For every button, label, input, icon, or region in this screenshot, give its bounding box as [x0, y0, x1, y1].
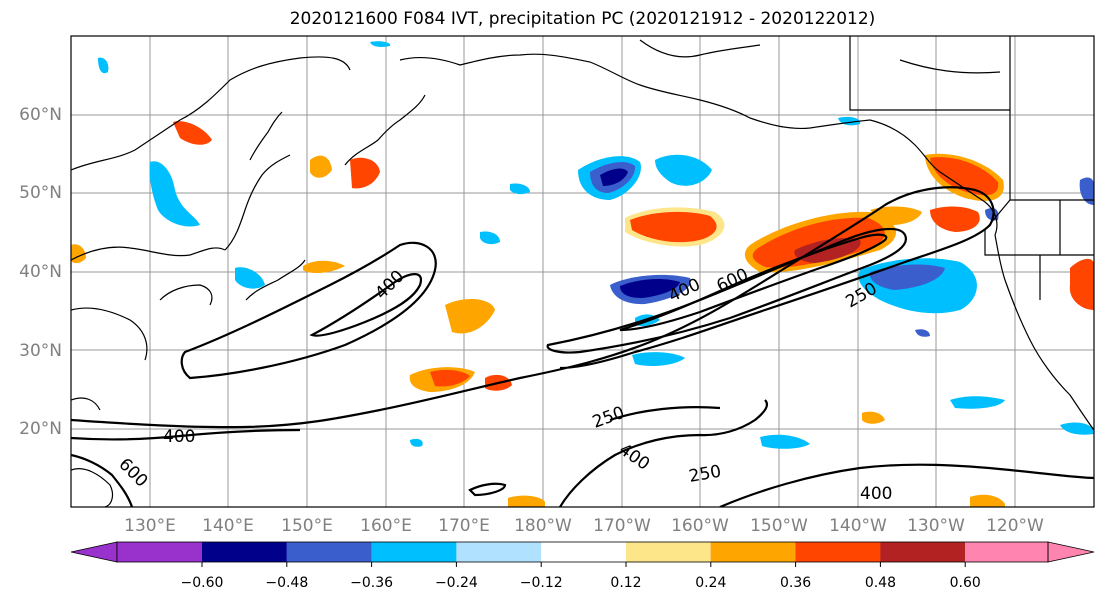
lat-label: 20°N [19, 419, 62, 439]
colorbar-segment [965, 542, 1048, 562]
colorbar-tick-label: 0.12 [610, 575, 641, 591]
colorbar-segment [117, 542, 202, 562]
lon-label: 130°W [907, 516, 965, 536]
colorbar-tick-label: −0.12 [520, 575, 563, 591]
lat-label: 30°N [19, 341, 62, 361]
colorbar-tick-label: 0.36 [780, 575, 811, 591]
gridlines [71, 36, 1094, 507]
lon-label: 170°E [438, 516, 490, 536]
colorbar-segment [456, 542, 542, 562]
precip-negative-patches [98, 41, 1094, 449]
coastlines [71, 36, 1094, 507]
lon-label: 120°W [986, 516, 1044, 536]
latitude-labels: 60°N 50°N 40°N 30°N 20°N [19, 105, 62, 439]
colorbar-segment [710, 542, 796, 562]
longitude-labels: 130°E 140°E 150°E 160°E 170°E 180°W 170°W 160°W… [124, 516, 1044, 536]
lon-label: 160°E [360, 516, 412, 536]
lon-label: 160°W [671, 516, 729, 536]
lon-label: 150°E [281, 516, 333, 536]
lon-label: 130°E [124, 516, 176, 536]
map-title: 2020121600 F084 IVT, precipitation PC (2… [289, 9, 876, 29]
contour-label: 400 [860, 484, 892, 504]
colorbar-extend-low [70, 541, 118, 563]
lat-label: 50°N [19, 183, 62, 203]
map-frame [70, 35, 1095, 508]
colorbar: −0.60 −0.48 −0.36 −0.24 −0.12 0.12 0.24 0.36 0.4… [70, 541, 1095, 591]
colorbar-tick-label: 0.48 [865, 575, 896, 591]
contour-label: 400 [163, 427, 195, 447]
colorbar-tick-label: 0.24 [695, 575, 726, 591]
lat-label: 60°N [19, 105, 62, 125]
colorbar-segment [795, 542, 881, 562]
lon-label: 170°W [593, 516, 651, 536]
lon-label: 180°W [514, 516, 572, 536]
colorbar-tick-label: 0.60 [950, 575, 981, 591]
colorbar-outline [116, 541, 1049, 563]
lat-label: 40°N [19, 262, 62, 282]
colorbar-tick-label: −0.24 [435, 575, 478, 591]
ivt-contours [71, 186, 1094, 507]
lon-label: 150°W [750, 516, 808, 536]
colorbar-segment [626, 542, 711, 562]
lon-label: 140°E [202, 516, 254, 536]
colorbar-tick-label: −0.60 [181, 575, 224, 591]
colorbar-segment [202, 542, 287, 562]
lon-label: 140°W [829, 516, 887, 536]
colorbar-extend-high [1047, 541, 1095, 563]
colorbar-segment [286, 542, 372, 562]
colorbar-segment [541, 542, 626, 562]
colorbar-segment [880, 542, 966, 562]
colorbar-tick-label: −0.36 [350, 575, 393, 591]
colorbar-tick-label: −0.48 [265, 575, 308, 591]
colorbar-segment [371, 542, 457, 562]
precip-positive-patches [71, 121, 1094, 507]
